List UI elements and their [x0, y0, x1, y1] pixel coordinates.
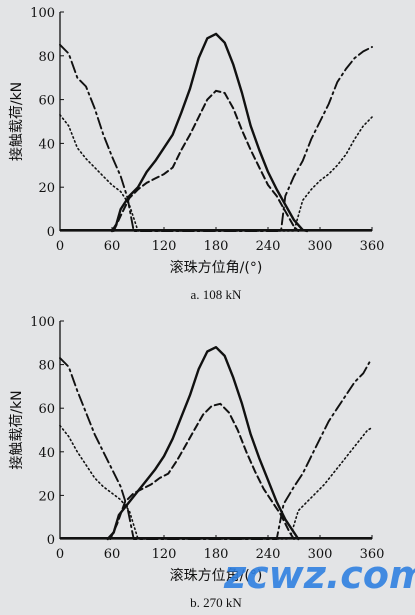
series-line-dash-dot [59, 43, 373, 232]
x-tick-label: 360 [360, 239, 385, 254]
y-tick-label: 20 [38, 181, 55, 196]
y-tick-label: 100 [30, 6, 55, 21]
watermark: zcwz.com [223, 553, 415, 597]
series-line-dotted [59, 424, 373, 540]
y-tick-label: 100 [30, 315, 55, 330]
y-tick-label: 40 [38, 137, 55, 152]
chart-panel-b: 0 20 40 60 80 100 0 60 120 180 240 300 360 滚珠方位角/(°) 接… [8, 315, 384, 610]
x-tick-label: 0 [56, 547, 64, 562]
series-line-dashed [112, 89, 300, 232]
x-tick-label: 240 [256, 239, 281, 254]
series-line-solid [110, 32, 309, 233]
x-tick-label: 240 [256, 547, 281, 562]
y-tick-label: 60 [38, 94, 55, 109]
chart-panel-a: 0 20 40 60 80 100 0 60 120 180 240 300 360 滚珠方位角/(°) 接… [8, 6, 384, 302]
x-tick-label: 180 [204, 239, 229, 254]
x-tick-label: 180 [204, 547, 229, 562]
series-line-dash-dot [59, 357, 371, 540]
y-tick-label: 40 [38, 446, 55, 461]
x-tick-label: 60 [104, 547, 121, 562]
x-axis-label: 滚珠方位角/(°) [170, 259, 263, 276]
y-tick-label: 60 [38, 402, 55, 417]
panel-caption: b. 270 kN [190, 595, 242, 610]
series-line-dashed [109, 402, 295, 540]
x-tick-label: 360 [360, 547, 385, 562]
y-tick-label: 0 [47, 533, 55, 548]
y-tick-label: 20 [38, 489, 55, 504]
series-line-dotted [59, 114, 373, 232]
x-tick-label: 0 [56, 239, 64, 254]
x-tick-label: 60 [104, 239, 121, 254]
y-tick-label: 0 [47, 225, 55, 240]
y-tick-label: 80 [38, 359, 55, 374]
figure-panels: 0 20 40 60 80 100 0 60 120 180 240 300 360 滚珠方位角/(°) 接… [8, 6, 384, 610]
y-axis-label: 接触载荷/kN [8, 82, 25, 161]
series-line-solid [106, 346, 300, 541]
x-axis-label: 滚珠方位角/(°) [170, 567, 263, 584]
x-tick-label: 120 [152, 239, 177, 254]
x-tick-label: 300 [308, 239, 333, 254]
y-axis-label: 接触载荷/kN [8, 390, 25, 469]
x-tick-label: 120 [152, 547, 177, 562]
y-tick-label: 80 [38, 50, 55, 65]
x-tick-label: 300 [308, 547, 333, 562]
panel-caption: a. 108 kN [191, 287, 243, 302]
